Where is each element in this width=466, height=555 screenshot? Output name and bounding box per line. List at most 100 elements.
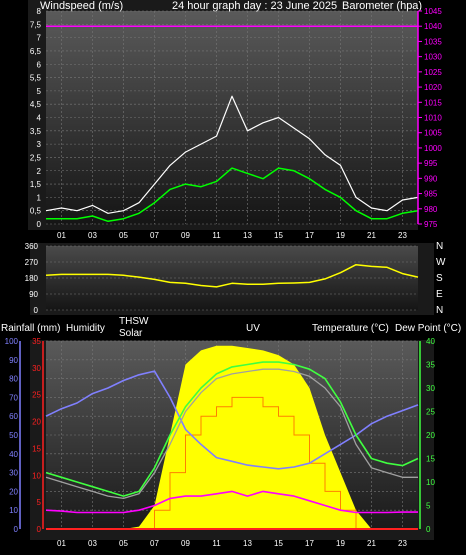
rain-y-tick-label: 30 xyxy=(32,364,41,373)
barometer-title: Barometer (hpa) xyxy=(342,0,422,12)
weather-x-tick-label: 01 xyxy=(57,539,66,548)
humidity-y-tick-label: 90 xyxy=(9,356,18,365)
dew-point-line xyxy=(45,490,418,514)
temperature-y-tick-label: 5 xyxy=(426,502,431,511)
weather-x-tick-label: 19 xyxy=(336,539,345,548)
wind-y-tick-label: 4,5 xyxy=(30,100,42,109)
humidity-y-tick-label: 60 xyxy=(9,412,18,421)
wind-x-tick-label: 21 xyxy=(367,231,376,240)
barometer-y-tick-label: 975 xyxy=(424,220,438,229)
rain-y-tick-label: 25 xyxy=(32,391,41,400)
weather-x-tick-label: 23 xyxy=(398,539,407,548)
wind-y-tick-label: 2 xyxy=(37,167,42,176)
barometer-y-tick-label: 985 xyxy=(424,190,438,199)
wind-x-tick-label: 11 xyxy=(212,231,221,240)
barometer-y-tick-label: 1025 xyxy=(424,68,442,77)
wind-y-tick-label: 7,5 xyxy=(30,20,42,29)
weather-x-tick-label: 15 xyxy=(274,539,283,548)
barometer-y-tick-label: 995 xyxy=(424,159,438,168)
wind-y-tick-label: 1 xyxy=(37,193,42,202)
windspeed-title: Windspeed (m/s) xyxy=(40,0,123,12)
rain-y-tick-label: 15 xyxy=(32,444,41,453)
wind-y-tick-label: 6 xyxy=(37,60,42,69)
dew-point-label: Dew Point (°C) xyxy=(395,323,461,334)
uv-label: UV xyxy=(246,323,260,334)
barometer-y-tick-label: 1010 xyxy=(424,114,442,123)
compass-label: E xyxy=(436,289,443,300)
wind-average-line xyxy=(46,167,419,223)
barometer-y-tick-label: 1020 xyxy=(424,83,442,92)
barometer-y-tick-label: 1045 xyxy=(424,7,442,16)
humidity-y-tick-label: 70 xyxy=(9,393,18,402)
rain-y-tick-label: 20 xyxy=(32,418,41,427)
weather-x-tick-label: 09 xyxy=(181,539,190,548)
compass-label: S xyxy=(436,273,443,284)
axis-lines-layer xyxy=(19,10,422,529)
rain-y-tick-label: 10 xyxy=(32,471,41,480)
wind-x-tick-label: 05 xyxy=(119,231,128,240)
rain-y-tick-label: 35 xyxy=(32,337,41,346)
barometer-y-tick-label: 1005 xyxy=(424,129,442,138)
barometer-y-tick-label: 1030 xyxy=(424,53,442,62)
barometer-y-tick-label: 1000 xyxy=(424,144,442,153)
humidity-y-tick-label: 80 xyxy=(9,375,18,384)
solar-label: Solar xyxy=(119,328,143,339)
temperature-y-tick-label: 30 xyxy=(426,384,435,393)
temperature-y-tick-label: 15 xyxy=(426,455,435,464)
wind-y-tick-label: 2,5 xyxy=(30,153,42,162)
wind-y-tick-label: 7 xyxy=(37,34,42,43)
wind-direction-line xyxy=(45,263,419,288)
weather-x-tick-label: 03 xyxy=(88,539,97,548)
humidity-y-tick-label: 20 xyxy=(9,487,18,496)
wind-x-tick-label: 07 xyxy=(150,231,159,240)
direction-y-tick-label: 90 xyxy=(29,290,38,299)
wind-x-tick-label: 19 xyxy=(336,231,345,240)
temperature-y-tick-label: 0 xyxy=(426,525,431,534)
barometer-y-tick-label: 1035 xyxy=(424,37,442,46)
rainfall-label: Rainfall (mm) xyxy=(1,323,60,334)
compass-label: N xyxy=(436,305,443,316)
temperature-y-tick-label: 10 xyxy=(426,478,435,487)
wind-y-tick-label: 6,5 xyxy=(30,47,42,56)
wind-x-tick-label: 23 xyxy=(398,231,407,240)
humidity-label: Humidity xyxy=(66,323,105,334)
wind-gust-line xyxy=(45,95,419,214)
humidity-y-tick-label: 100 xyxy=(5,337,19,346)
weather-x-tick-label: 11 xyxy=(212,539,221,548)
graph-date-title: 24 hour graph day : 23 June 2025 xyxy=(172,0,337,12)
thsw-line xyxy=(45,368,418,500)
wind-y-tick-label: 4 xyxy=(37,114,42,123)
barometer-y-tick-label: 1015 xyxy=(424,98,442,107)
wind-x-tick-label: 09 xyxy=(181,231,190,240)
wind-y-tick-label: 1,5 xyxy=(30,180,42,189)
series-layer xyxy=(45,25,419,530)
temperature-y-tick-label: 25 xyxy=(426,408,435,417)
direction-y-tick-label: 0 xyxy=(34,306,39,315)
humidity-y-tick-label: 30 xyxy=(9,469,18,478)
wind-y-tick-label: 5,5 xyxy=(30,74,42,83)
weather-x-tick-label: 21 xyxy=(367,539,376,548)
weather-x-tick-label: 13 xyxy=(243,539,252,548)
direction-y-tick-label: 180 xyxy=(25,274,39,283)
temperature-label: Temperature (°C) xyxy=(312,323,389,334)
direction-y-tick-label: 360 xyxy=(25,242,39,251)
barometer-y-tick-label: 1040 xyxy=(424,22,442,31)
rain-y-tick-label: 5 xyxy=(37,498,42,507)
wind-y-tick-label: 8 xyxy=(37,7,42,16)
humidity-y-tick-label: 10 xyxy=(9,506,18,515)
wind-x-tick-label: 15 xyxy=(274,231,283,240)
barometer-y-tick-label: 980 xyxy=(424,205,438,214)
wind-y-tick-label: 0 xyxy=(37,220,42,229)
temperature-y-tick-label: 35 xyxy=(426,361,435,370)
direction-y-tick-label: 270 xyxy=(25,258,39,267)
barometer-y-tick-label: 990 xyxy=(424,174,438,183)
humidity-y-tick-label: 0 xyxy=(14,525,19,534)
temperature-line xyxy=(45,361,419,497)
wind-y-tick-label: 0,5 xyxy=(30,207,42,216)
humidity-y-tick-label: 50 xyxy=(9,431,18,440)
wind-x-tick-label: 13 xyxy=(243,231,252,240)
wind-x-tick-label: 03 xyxy=(88,231,97,240)
temperature-y-tick-label: 40 xyxy=(426,337,435,346)
weather-x-tick-label: 17 xyxy=(305,539,314,548)
